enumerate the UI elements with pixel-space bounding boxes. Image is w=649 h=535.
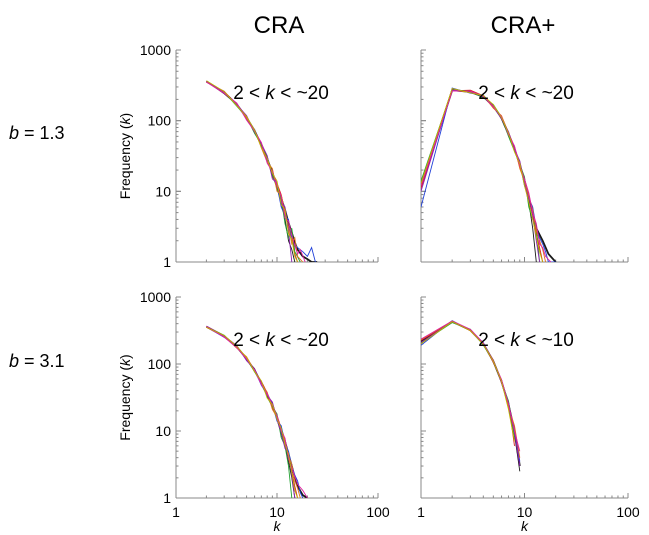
series-line xyxy=(206,325,296,498)
series-group xyxy=(421,87,557,262)
x-tick-label: 100 xyxy=(366,504,390,520)
series-line xyxy=(206,81,296,262)
y-tick-label: 1 xyxy=(163,490,171,506)
series-line xyxy=(206,325,299,498)
row-label-b-3-1: b = 3.1 xyxy=(9,351,65,371)
y-tick-label: 1000 xyxy=(140,42,171,58)
x-tick-label: 10 xyxy=(517,504,533,520)
series-line xyxy=(206,326,304,498)
row-label-value: = 1.3 xyxy=(19,123,65,143)
row-label-var: b xyxy=(9,351,19,371)
series-line xyxy=(206,80,304,262)
chart-top-right: 2 < k < ~20 xyxy=(420,49,629,263)
series-line xyxy=(421,89,547,262)
range-annotation-post: < ~20 xyxy=(275,330,329,351)
range-annotation-post: < ~20 xyxy=(520,83,574,104)
range-annotation: 2 < k < ~20 xyxy=(233,83,329,104)
series-line xyxy=(421,87,544,262)
series-line xyxy=(421,321,515,442)
y-tick-label: 100 xyxy=(148,113,172,129)
range-annotation-post: < ~20 xyxy=(275,83,329,104)
y-tick-label: 1000 xyxy=(140,289,171,305)
range-annotation-var: k xyxy=(265,330,276,351)
y-tick-label: 1 xyxy=(163,254,171,270)
x-tick-label: 100 xyxy=(616,504,640,520)
series-line xyxy=(421,89,541,262)
y-axis-title-pre: Frequency ( xyxy=(117,124,133,199)
y-axis-title-var: k xyxy=(117,358,133,366)
row-label-value: = 3.1 xyxy=(19,351,65,371)
series-line-mean xyxy=(205,80,318,262)
y-tick-label: 10 xyxy=(155,423,171,439)
x-tick-label: 1 xyxy=(417,504,425,520)
series-line xyxy=(206,81,293,262)
x-tick-label: 1 xyxy=(172,504,180,520)
range-annotation-pre: 2 < xyxy=(478,330,510,351)
y-tick-label: 10 xyxy=(155,183,171,199)
range-annotation-var: k xyxy=(510,330,521,351)
x-axis-title: k xyxy=(521,518,529,534)
series-line xyxy=(206,80,299,262)
range-annotation-post: < ~10 xyxy=(520,330,574,351)
series-line xyxy=(421,90,552,262)
x-axis-title: k xyxy=(274,518,282,534)
series-line xyxy=(206,81,306,262)
axis-ticks xyxy=(175,296,379,499)
column-title-cra-plus: CRA+ xyxy=(491,12,556,39)
y-axis-title-var: k xyxy=(117,116,133,124)
range-annotation: 2 < k < ~20 xyxy=(478,83,574,104)
series-line xyxy=(206,326,296,498)
range-annotation-var: k xyxy=(265,83,276,104)
y-axis-title: Frequency (k) xyxy=(117,354,133,440)
series-line xyxy=(206,326,301,498)
series-line xyxy=(421,88,537,262)
series-line xyxy=(206,81,301,262)
y-axis-title: Frequency (k) xyxy=(117,113,133,199)
axis-ticks xyxy=(420,49,629,263)
y-axis-title-post: ) xyxy=(117,354,133,359)
row-label-var: b xyxy=(9,123,19,143)
series-line xyxy=(206,326,293,498)
series-line xyxy=(206,81,299,262)
y-axis-title-pre: Frequency ( xyxy=(117,366,133,441)
axis-ticks xyxy=(420,296,629,499)
y-tick-label: 100 xyxy=(148,356,172,372)
series-group xyxy=(421,320,521,472)
range-annotation-pre: 2 < xyxy=(233,330,265,351)
column-title-cra: CRA xyxy=(254,12,305,39)
series-line xyxy=(206,80,316,262)
range-annotation-pre: 2 < xyxy=(233,83,265,104)
range-annotation-var: k xyxy=(510,83,521,104)
range-annotation: 2 < k < ~10 xyxy=(478,330,574,351)
x-tick-label: 10 xyxy=(269,504,285,520)
range-annotation-pre: 2 < xyxy=(478,83,510,104)
y-axis-title-post: ) xyxy=(117,113,133,118)
series-line xyxy=(206,326,308,498)
series-group xyxy=(205,80,318,262)
series-line xyxy=(421,89,541,262)
range-annotation: 2 < k < ~20 xyxy=(233,330,329,351)
series-line xyxy=(206,326,299,498)
row-label-b-1-3: b = 1.3 xyxy=(9,123,65,143)
series-group xyxy=(205,325,308,498)
